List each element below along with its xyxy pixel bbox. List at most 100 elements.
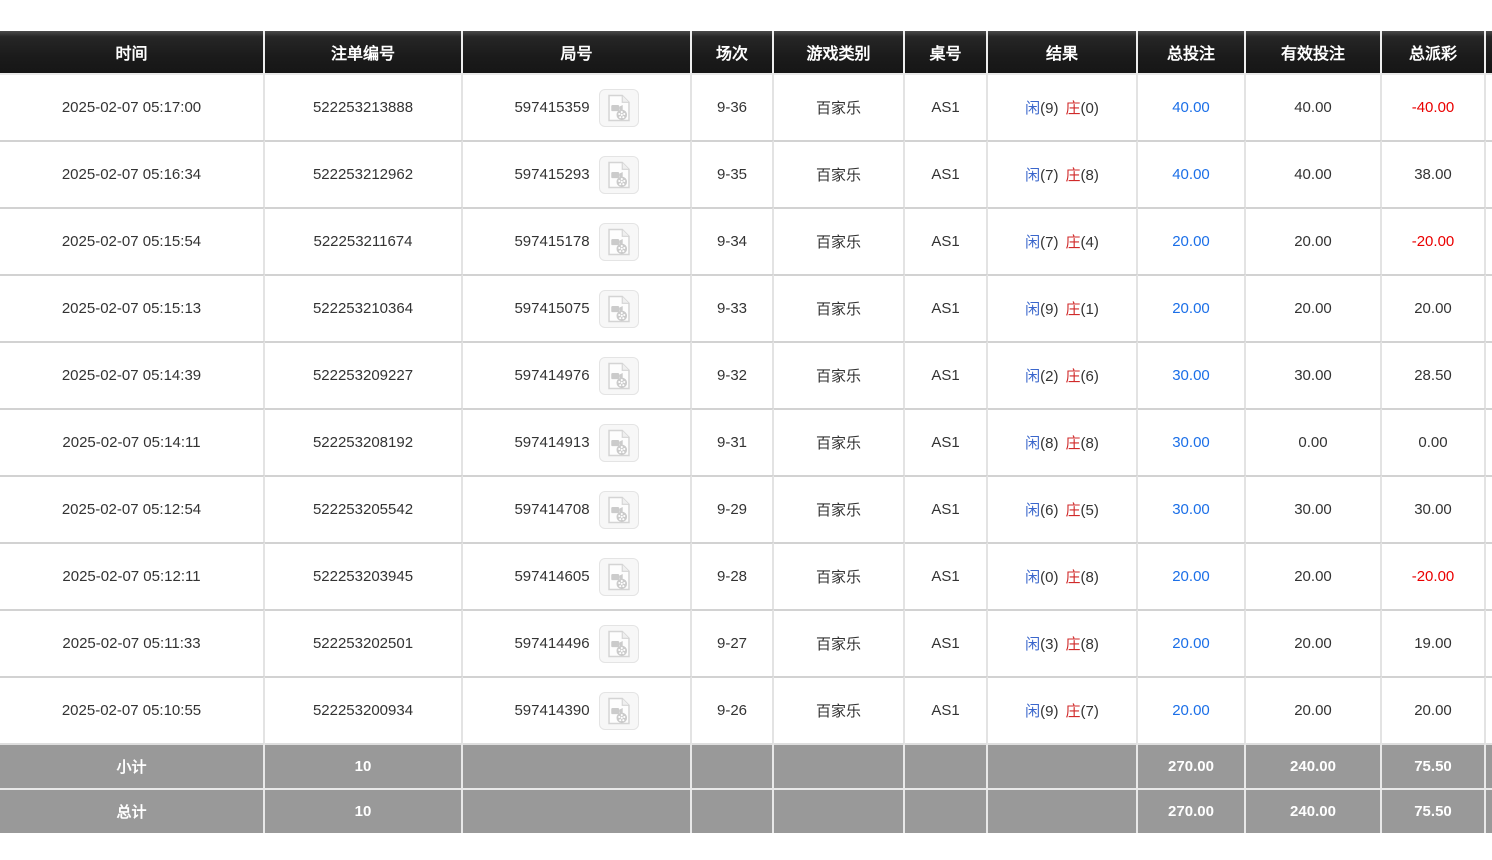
result-player-points: (7) xyxy=(1040,167,1059,184)
session-cell: 9-31 xyxy=(692,408,774,475)
total-bet-cell: 20.00 xyxy=(1138,542,1246,609)
empty-cell xyxy=(774,788,905,833)
session-cell: 9-35 xyxy=(692,140,774,207)
col-header-valid-bet: 有效投注 xyxy=(1246,31,1382,73)
empty-cell xyxy=(988,743,1138,788)
video-replay-button[interactable] xyxy=(598,222,639,261)
video-replay-button[interactable] xyxy=(598,356,639,395)
result-cell: 闲(0) 庄(8) xyxy=(988,542,1138,609)
result-banker-label: 庄 xyxy=(1065,301,1081,318)
game-type-cell: 百家乐 xyxy=(774,408,905,475)
video-replay-button[interactable] xyxy=(598,691,639,730)
grand-total-total-bet: 270.00 xyxy=(1138,788,1246,833)
session-cell: 9-33 xyxy=(692,274,774,341)
result-banker-points: (8) xyxy=(1080,569,1099,586)
col-header-round-number: 局号 xyxy=(463,31,692,73)
result-banker-label: 庄 xyxy=(1065,100,1081,117)
round-number: 597414976 xyxy=(514,367,590,384)
bet-number-cell: 522253203945 xyxy=(265,542,463,609)
payout-cell: -20.00 xyxy=(1382,542,1486,609)
empty-cell xyxy=(905,743,988,788)
valid-bet-cell: 30.00 xyxy=(1246,341,1382,408)
payout-cell: 28.50 xyxy=(1382,341,1486,408)
video-replay-button[interactable] xyxy=(598,289,639,328)
round-number: 597415178 xyxy=(514,233,590,250)
table-row: 2025-02-07 05:12:11 522253203945 5974146… xyxy=(0,542,1492,609)
valid-bet-cell: 20.00 xyxy=(1246,207,1382,274)
result-cell: 闲(9) 庄(1) xyxy=(988,274,1138,341)
valid-bet-cell: 20.00 xyxy=(1246,542,1382,609)
result-banker-points: (8) xyxy=(1080,636,1099,653)
session-cell: 9-29 xyxy=(692,475,774,542)
result-banker-points: (5) xyxy=(1080,502,1099,519)
cutoff-cell xyxy=(1486,408,1492,475)
result-player-label: 闲 xyxy=(1025,502,1041,519)
result-player-label: 闲 xyxy=(1025,167,1041,184)
video-replay-button[interactable] xyxy=(598,155,639,194)
payout-cell: 20.00 xyxy=(1382,676,1486,743)
empty-cell xyxy=(1486,788,1492,833)
time-cell: 2025-02-07 05:12:54 xyxy=(0,475,265,542)
total-bet-cell: 20.00 xyxy=(1138,207,1246,274)
result-player-points: (0) xyxy=(1040,569,1059,586)
payout-cell: 38.00 xyxy=(1382,140,1486,207)
subtotal-valid-bet: 240.00 xyxy=(1246,743,1382,788)
cutoff-cell xyxy=(1486,341,1492,408)
game-type-cell: 百家乐 xyxy=(774,207,905,274)
total-bet-cell: 30.00 xyxy=(1138,475,1246,542)
bet-number-cell: 522253200934 xyxy=(265,676,463,743)
result-player-label: 闲 xyxy=(1025,569,1041,586)
table-row: 2025-02-07 05:11:33 522253202501 5974144… xyxy=(0,609,1492,676)
video-replay-button[interactable] xyxy=(598,490,639,529)
col-header-result: 结果 xyxy=(988,31,1138,73)
col-header-game-type: 游戏类别 xyxy=(774,31,905,73)
table-row: 2025-02-07 05:16:34 522253212962 5974152… xyxy=(0,140,1492,207)
video-replay-icon xyxy=(607,94,630,121)
video-replay-icon xyxy=(607,563,630,590)
total-bet-cell: 20.00 xyxy=(1138,274,1246,341)
result-player-label: 闲 xyxy=(1025,100,1041,117)
round-number-cell: 597415359 xyxy=(463,73,692,140)
result-player-points: (3) xyxy=(1040,636,1059,653)
video-replay-button[interactable] xyxy=(598,624,639,663)
total-bet-cell: 30.00 xyxy=(1138,408,1246,475)
result-cell: 闲(9) 庄(7) xyxy=(988,676,1138,743)
video-replay-button[interactable] xyxy=(598,423,639,462)
subtotal-payout: 75.50 xyxy=(1382,743,1486,788)
table-row: 2025-02-07 05:10:55 522253200934 5974143… xyxy=(0,676,1492,743)
time-cell: 2025-02-07 05:11:33 xyxy=(0,609,265,676)
bet-records-table: 时间 注单编号 局号 场次 游戏类别 桌号 结果 总投注 有效投注 总派彩 20… xyxy=(0,31,1492,833)
bet-records-table-wrap: 时间 注单编号 局号 场次 游戏类别 桌号 结果 总投注 有效投注 总派彩 20… xyxy=(0,31,1492,833)
video-replay-icon xyxy=(607,228,630,255)
payout-cell: -20.00 xyxy=(1382,207,1486,274)
col-header-session: 场次 xyxy=(692,31,774,73)
round-number-cell: 597415178 xyxy=(463,207,692,274)
round-number: 597415359 xyxy=(514,99,590,116)
video-replay-icon xyxy=(607,630,630,657)
result-banker-label: 庄 xyxy=(1065,636,1081,653)
valid-bet-cell: 30.00 xyxy=(1246,475,1382,542)
table-number-cell: AS1 xyxy=(905,408,988,475)
payout-cell: 0.00 xyxy=(1382,408,1486,475)
result-player-points: (8) xyxy=(1040,435,1059,452)
result-player-label: 闲 xyxy=(1025,435,1041,452)
round-number: 597414496 xyxy=(514,635,590,652)
grand-total-label: 总计 xyxy=(0,788,265,833)
result-player-points: (7) xyxy=(1040,234,1059,251)
result-cell: 闲(3) 庄(8) xyxy=(988,609,1138,676)
video-replay-button[interactable] xyxy=(598,88,639,127)
payout-cell: 20.00 xyxy=(1382,274,1486,341)
total-bet-cell: 40.00 xyxy=(1138,140,1246,207)
time-cell: 2025-02-07 05:15:54 xyxy=(0,207,265,274)
round-number: 597414913 xyxy=(514,434,590,451)
video-replay-icon xyxy=(607,362,630,389)
session-cell: 9-34 xyxy=(692,207,774,274)
round-number-cell: 597414390 xyxy=(463,676,692,743)
round-number-cell: 597414708 xyxy=(463,475,692,542)
result-banker-points: (7) xyxy=(1080,703,1099,720)
empty-cell xyxy=(692,788,774,833)
grand-total-payout: 75.50 xyxy=(1382,788,1486,833)
cutoff-cell xyxy=(1486,73,1492,140)
result-banker-label: 庄 xyxy=(1065,435,1081,452)
video-replay-button[interactable] xyxy=(598,557,639,596)
